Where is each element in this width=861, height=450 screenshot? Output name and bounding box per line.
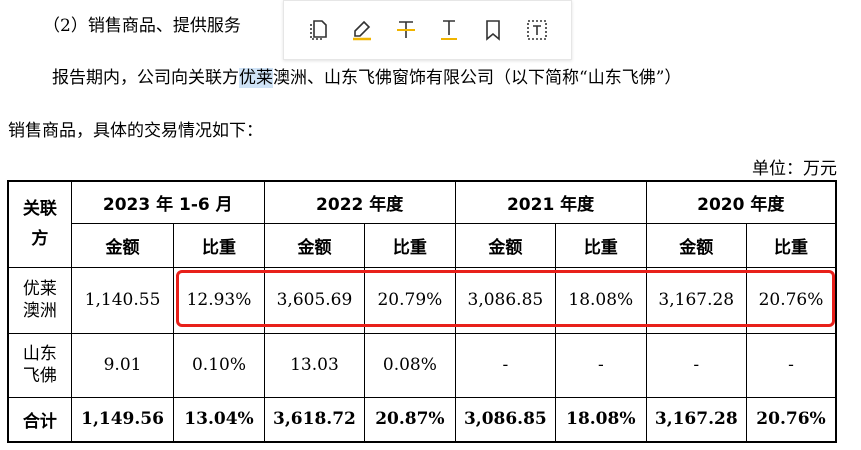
selected-text[interactable]: 优莱 <box>239 68 273 88</box>
ratio-cell: 13.04% <box>173 396 265 443</box>
ratio-cell: 20.79% <box>364 266 456 334</box>
paragraph-line-3: 销售商品，具体的交易情况如下： <box>8 121 263 141</box>
selection-toolbar <box>283 0 572 60</box>
copy-icon[interactable] <box>303 15 333 45</box>
ratio-header: 比重 <box>364 222 456 268</box>
ratio-cell: 18.08% <box>555 396 647 443</box>
ratio-cell: - <box>746 332 837 398</box>
period-header: 2022 年度 <box>263 180 456 224</box>
amount-cell: 3,167.28 <box>645 266 748 334</box>
amount-cell: 3,086.85 <box>454 266 557 334</box>
amount-cell: - <box>645 332 748 398</box>
amount-cell: 13.03 <box>263 332 366 398</box>
unit-label: 单位：万元 <box>752 159 837 179</box>
bookmark-icon[interactable] <box>478 15 508 45</box>
ratio-cell: 20.76% <box>746 266 837 334</box>
ratio-cell: 18.08% <box>555 266 647 334</box>
ratio-cell: 12.93% <box>173 266 265 334</box>
amount-cell: 3,605.69 <box>263 266 366 334</box>
corner-header: 关联方 <box>7 180 72 268</box>
amount-cell: 3,618.72 <box>263 396 366 443</box>
underline-text-icon[interactable] <box>434 15 464 45</box>
amount-header: 金额 <box>263 222 366 268</box>
amount-header: 金额 <box>70 222 175 268</box>
period-header: 2020 年度 <box>645 180 837 224</box>
ratio-cell: - <box>555 332 647 398</box>
ratio-header: 比重 <box>173 222 265 268</box>
highlight-pen-icon[interactable] <box>347 15 377 45</box>
amount-cell: 1,149.56 <box>70 396 175 443</box>
amount-cell: - <box>454 332 557 398</box>
table-row: 优莱澳洲 1,140.55 12.93% 3,605.69 20.79% 3,0… <box>7 266 837 334</box>
ratio-header: 比重 <box>746 222 837 268</box>
ratio-cell: 20.76% <box>746 396 837 443</box>
table-row: 山东飞佛 9.01 0.10% 13.03 0.08% - - - - <box>7 332 837 398</box>
amount-cell: 3,167.28 <box>645 396 748 443</box>
ratio-cell: 0.10% <box>173 332 265 398</box>
period-header: 2023 年 1-6 月 <box>70 180 265 224</box>
amount-cell: 3,086.85 <box>454 396 557 443</box>
total-row: 合计 1,149.56 13.04% 3,618.72 20.87% 3,086… <box>7 396 837 443</box>
header-row-metrics: 金额 比重 金额 比重 金额 比重 金额 比重 <box>8 222 837 268</box>
text-select-icon[interactable] <box>522 15 552 45</box>
amount-cell: 1,140.55 <box>70 266 175 334</box>
amount-header: 金额 <box>645 222 748 268</box>
period-header: 2021 年度 <box>454 180 647 224</box>
ratio-header: 比重 <box>555 222 647 268</box>
ratio-cell: 0.08% <box>364 332 456 398</box>
row-label: 优莱澳洲 <box>7 266 72 334</box>
ratio-cell: 20.87% <box>364 396 456 443</box>
row-label: 山东飞佛 <box>7 332 72 398</box>
transaction-table: 关联方 2023 年 1-6 月 2022 年度 2021 年度 2020 年度… <box>7 180 837 443</box>
amount-cell: 9.01 <box>70 332 175 398</box>
header-row-periods: 关联方 2023 年 1-6 月 2022 年度 2021 年度 2020 年度 <box>7 180 837 268</box>
paragraph-line-1: （2）销售商品、提供服务 <box>43 16 241 36</box>
row-label: 合计 <box>7 396 72 443</box>
strikethrough-text-icon[interactable] <box>391 15 421 45</box>
amount-header: 金额 <box>454 222 557 268</box>
paragraph-line-2: 报告期内，公司向关联方优莱澳洲、山东飞佛窗饰有限公司（以下简称“山东飞佛”） <box>52 68 682 88</box>
